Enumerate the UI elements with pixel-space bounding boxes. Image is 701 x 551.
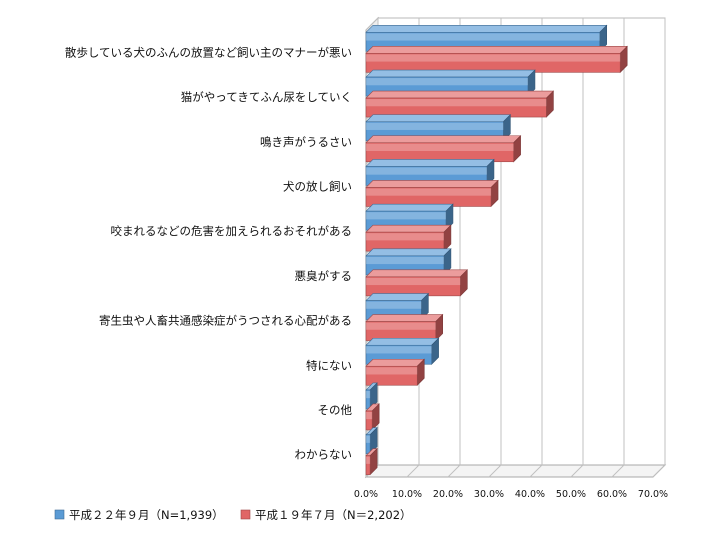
bar-top-face [365,90,555,99]
gridline-floor [529,464,543,478]
bar-top-face [365,46,628,54]
x-tick-label: 0.0% [354,489,378,500]
x-tick-label: 60.0% [597,489,627,500]
bar-top-face [365,293,430,301]
category-label: 鳴き声がうるさい [260,135,352,149]
bar [365,358,425,386]
bar-top-face [365,25,608,33]
bar [365,269,469,297]
bar-highlight [366,78,528,86]
bar-top-face [365,224,452,233]
bar [365,90,555,118]
bar-highlight [366,411,373,420]
category-label: わからない [295,448,353,462]
bar-highlight [366,33,600,41]
bar-highlight [366,346,432,354]
bar-front-face [365,455,371,475]
category-label: 寄生虫や人畜共通感染症がうつされる心配がある [99,314,352,328]
bar-highlight [366,54,621,62]
gridline-floor [611,464,625,478]
bar-top-face [365,159,495,167]
x-tick-label: 40.0% [515,489,545,500]
bar-highlight [366,99,547,107]
legend-swatch [54,509,65,520]
bar-highlight [366,435,371,443]
x-tick-labels: 0.0% 10.0% 20.0% 30.0% 40.0% 50.0% 60.0% 70.0% [354,489,668,500]
bar-highlight [366,188,492,196]
x-tick-label: 30.0% [474,489,504,500]
category-label: 特にない [306,358,352,372]
x-tick-label: 20.0% [433,489,463,500]
bar-highlight [366,277,461,286]
bar-highlight [366,233,444,241]
bar [365,447,378,476]
bar-top-face [365,314,444,322]
bars [365,24,628,476]
category-separator [365,17,379,31]
bar-front-face [365,365,418,386]
bar-top-face [365,248,452,257]
bar-top-face [365,114,512,123]
bar [365,224,452,252]
x-tick-label: 10.0% [392,489,422,500]
bar-highlight [366,456,371,464]
gridline-floor [447,464,461,478]
bar-top-face [365,203,454,212]
bar [365,426,378,455]
bar [365,313,444,342]
bar [365,135,522,163]
bar-top-face [365,135,522,144]
category-label: その他 [318,403,353,417]
gridline-floor [488,464,502,478]
x-tick-label: 70.0% [638,489,668,500]
bar [365,45,628,74]
bar-highlight [366,143,514,151]
bar-highlight [366,167,487,175]
bar-highlight [366,122,504,130]
bar-top-face [365,180,499,188]
gridline-floor [570,464,584,478]
bar [365,382,378,410]
category-label: 犬の放し飼い [283,179,352,193]
gridline-floor [652,464,666,478]
legend-label: 平成２２年９月（N=1,939） [69,508,224,522]
category-label: 悪臭がする [295,269,353,283]
category-label: 散歩している犬のふんの放置など飼い主のマナーが悪い [65,45,352,59]
bar-highlight [366,256,444,265]
bar-highlight [366,212,446,220]
bar-top-face [365,69,536,78]
bar-top-face [365,358,425,367]
legend-label: 平成１９年７月（N＝2,202） [255,508,412,522]
category-label: 猫がやってきてふん尿をしていく [181,90,352,104]
bar [365,403,380,431]
legend-swatch [240,509,251,520]
bar-front-face [365,410,373,431]
gridline-floor [406,464,420,478]
bar-top-face [365,269,469,278]
bar-highlight [366,301,422,309]
bar-highlight [366,322,436,330]
category-label: 咬まれるなどの危害を加えられるおそれがある [111,224,353,238]
bar [365,179,499,208]
bar-highlight [366,390,371,399]
category-labels: 散歩している犬のふんの放置など飼い主のマナーが悪い猫がやってきてふん尿をしていく… [65,45,353,461]
legend: 平成２２年９月（N=1,939） 平成１９年７月（N＝2,202） [54,508,412,522]
floor [364,464,667,478]
bar-top-face [365,337,440,346]
bar-highlight [366,367,418,375]
x-tick-label: 50.0% [556,489,586,500]
